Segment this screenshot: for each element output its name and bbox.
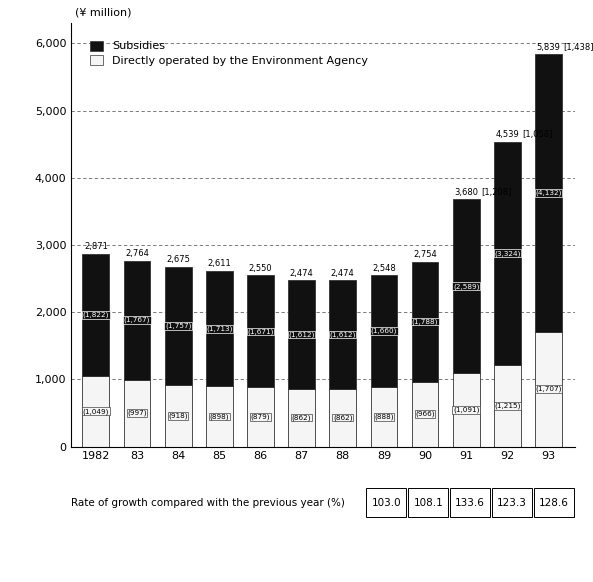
Bar [453,373,480,446]
Text: 5,839: 5,839 [537,42,560,52]
Text: (1,671): (1,671) [247,328,273,335]
Text: (862): (862) [333,414,352,421]
Text: 2,675: 2,675 [166,255,190,264]
Legend: Subsidies, Directly operated by the Environment Agency: Subsidies, Directly operated by the Envi… [87,37,372,69]
Bar [329,281,356,389]
Text: 3,680: 3,680 [454,187,478,197]
Bar [247,275,274,388]
Text: (1,757): (1,757) [165,322,192,329]
Bar [371,275,397,387]
Text: 2,764: 2,764 [125,249,149,258]
Bar [206,386,232,446]
Text: (4,132): (4,132) [535,190,562,196]
Text: 128.6: 128.6 [539,498,569,508]
Text: (1,612): (1,612) [288,331,315,338]
Text: [1,208]: [1,208] [482,187,512,197]
Text: (2,589): (2,589) [453,283,479,289]
Text: 133.6: 133.6 [455,498,485,508]
Text: (1,788): (1,788) [412,318,438,325]
Text: 103.0: 103.0 [371,498,401,508]
Text: 2,548: 2,548 [372,264,396,273]
Bar [412,261,438,382]
Bar [535,54,562,332]
FancyBboxPatch shape [534,488,574,517]
Bar [453,199,480,373]
Text: (1,049): (1,049) [82,408,109,414]
Bar [329,389,356,446]
FancyBboxPatch shape [450,488,490,517]
Text: 2,754: 2,754 [413,250,437,259]
Bar [412,382,438,446]
Text: (966): (966) [415,411,435,417]
Text: (1,707): (1,707) [535,386,562,392]
FancyBboxPatch shape [408,488,448,517]
Bar [535,332,562,446]
Bar [371,387,397,446]
Text: 2,611: 2,611 [208,260,231,268]
Text: 108.1: 108.1 [413,498,443,508]
Text: (879): (879) [251,414,270,420]
Text: (1,713): (1,713) [206,325,232,332]
Bar [206,271,232,386]
Text: (1,767): (1,767) [124,317,150,324]
Text: (888): (888) [374,413,394,420]
Bar [165,267,192,385]
Text: [1,438]: [1,438] [564,42,593,52]
Text: (997): (997) [127,410,146,416]
Text: (1,091): (1,091) [453,407,479,413]
Text: 2,550: 2,550 [248,264,272,272]
Bar [165,385,192,446]
Bar [494,365,521,446]
Text: (3,324): (3,324) [494,250,521,257]
Text: (1,822): (1,822) [82,311,109,318]
Text: [1,058]: [1,058] [522,130,553,139]
Bar [288,389,315,446]
Text: 123.3: 123.3 [498,498,527,508]
Bar [82,254,109,376]
Text: 2,474: 2,474 [331,269,355,278]
FancyBboxPatch shape [366,488,406,517]
Bar [288,281,315,389]
Bar [494,141,521,365]
Text: 4,539: 4,539 [495,130,519,139]
Text: (¥ million): (¥ million) [75,8,132,18]
Text: (1,215): (1,215) [494,403,521,409]
Text: (898): (898) [209,413,229,420]
Text: (1,660): (1,660) [371,328,397,335]
Bar [123,261,151,379]
Text: 2,474: 2,474 [290,269,314,278]
Text: (862): (862) [292,414,311,421]
FancyBboxPatch shape [492,488,532,517]
Bar [123,379,151,446]
Text: 2,871: 2,871 [84,242,108,251]
Bar [247,388,274,446]
Text: Rate of growth compared with the previous year (%): Rate of growth compared with the previou… [71,498,352,508]
Text: (918): (918) [168,413,188,419]
Text: (1,612): (1,612) [330,331,356,338]
Bar [82,376,109,446]
